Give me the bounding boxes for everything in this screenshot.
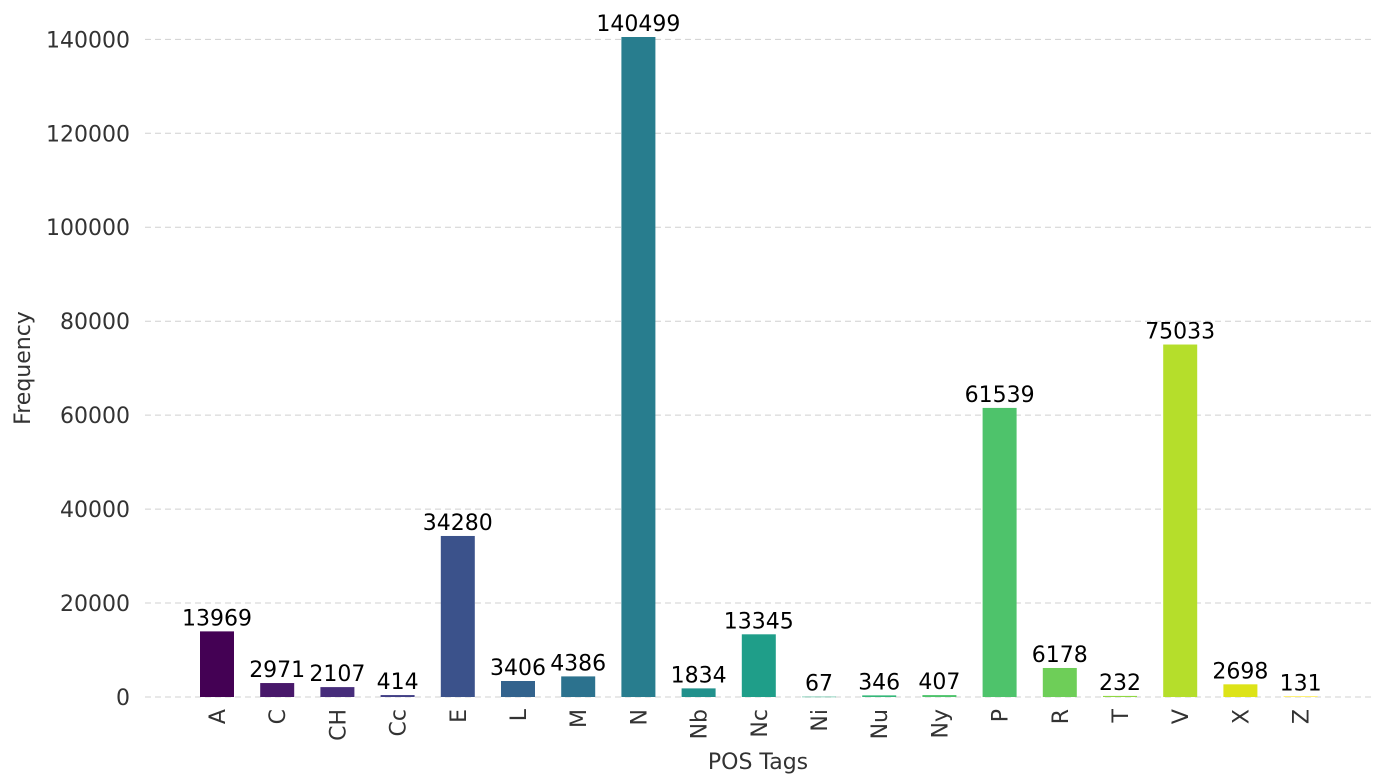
data-label-N: 140499 [596, 12, 680, 37]
x-tick-label-M: M [567, 709, 592, 728]
bar-Cc [380, 695, 415, 697]
bars-group [200, 37, 1318, 698]
x-tick-label-L: L [507, 708, 532, 721]
bar-R [1042, 667, 1077, 697]
x-tick-label-E: E [447, 709, 472, 723]
bar-CH [320, 687, 355, 697]
bar-Ni [802, 696, 836, 698]
bar-A [200, 631, 234, 697]
x-tick-label-Nc: Nc [748, 709, 773, 738]
y-tick-label: 20000 [60, 592, 130, 617]
y-axis-label: Frequency [11, 311, 36, 425]
data-label-Ny: 407 [918, 670, 960, 695]
bar-N [621, 37, 656, 697]
data-label-Nu: 346 [858, 670, 900, 695]
y-tick-label: 80000 [60, 310, 130, 335]
data-label-X: 2698 [1212, 659, 1268, 684]
x-tick-label-Ni: Ni [808, 709, 833, 732]
x-tick-label-R: R [1049, 709, 1074, 724]
x-tick-label-P: P [989, 709, 1014, 722]
x-tick-label-CH: CH [326, 709, 351, 741]
data-label-Nb: 1834 [671, 663, 727, 688]
grid-lines [145, 38, 1375, 698]
bar-P [982, 407, 1017, 697]
x-tick-label-V: V [1169, 709, 1194, 724]
bar-Nb [681, 688, 716, 697]
data-label-Nc: 13345 [724, 609, 794, 634]
y-tick-label: 0 [116, 686, 130, 711]
bar-V [1163, 344, 1198, 697]
bar-M [561, 676, 596, 697]
x-tick-label-Cc: Cc [387, 709, 412, 736]
y-tick-label: 100000 [46, 216, 130, 241]
data-label-Ni: 67 [805, 672, 833, 697]
data-labels-group: 13969 2971 2107 414 34280 3406 4386 140499 1834 1… [182, 12, 1322, 697]
data-label-Cc: 414 [377, 670, 419, 695]
x-tick-label-A: A [206, 709, 231, 724]
bar-Nu [862, 695, 897, 697]
x-tick-label-C: C [266, 709, 291, 724]
data-label-Z: 131 [1280, 671, 1322, 696]
y-tick-label: 120000 [46, 122, 130, 147]
bar-C [260, 683, 295, 697]
data-label-P: 61539 [965, 383, 1035, 408]
bar-E [440, 535, 475, 697]
x-tick-label-Ny: Ny [928, 709, 953, 738]
data-label-M: 4386 [550, 651, 606, 676]
x-tick-label-Nb: Nb [688, 709, 713, 739]
x-axis-label: POS Tags [708, 750, 808, 775]
data-label-CH: 2107 [309, 662, 365, 687]
x-tick-label-X: X [1229, 709, 1254, 724]
data-label-T: 232 [1099, 671, 1141, 696]
x-tick-label-N: N [627, 709, 652, 725]
x-tick-label-T: T [1109, 708, 1134, 723]
data-label-A: 13969 [182, 606, 252, 631]
bar-X [1223, 684, 1258, 697]
bar-Ny [922, 695, 957, 697]
y-axis-ticks: 0 20000 40000 60000 80000 100000 120000 140000 [46, 28, 130, 711]
data-label-L: 3406 [490, 656, 546, 681]
bar-Nc [741, 634, 776, 697]
y-tick-label: 60000 [60, 404, 130, 429]
x-axis-ticks: A C CH Cc E L M N Nb Nc Ni Nu Ny P R T V X Z [206, 708, 1315, 741]
x-tick-label-Z: Z [1290, 709, 1315, 724]
bar-T [1103, 695, 1137, 697]
data-label-C: 2971 [249, 658, 305, 683]
y-tick-label: 40000 [60, 498, 130, 523]
bar-L [501, 681, 535, 697]
bar-Z [1283, 696, 1318, 697]
data-label-R: 6178 [1032, 643, 1088, 668]
x-tick-label-Nu: Nu [868, 709, 893, 739]
data-label-V: 75033 [1145, 320, 1215, 345]
y-tick-label: 140000 [46, 28, 130, 53]
data-label-E: 34280 [423, 511, 493, 536]
